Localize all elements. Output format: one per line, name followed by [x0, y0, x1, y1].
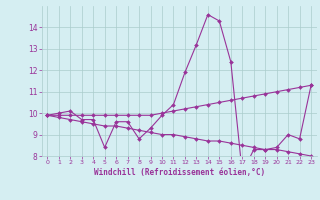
X-axis label: Windchill (Refroidissement éolien,°C): Windchill (Refroidissement éolien,°C)	[94, 168, 265, 177]
